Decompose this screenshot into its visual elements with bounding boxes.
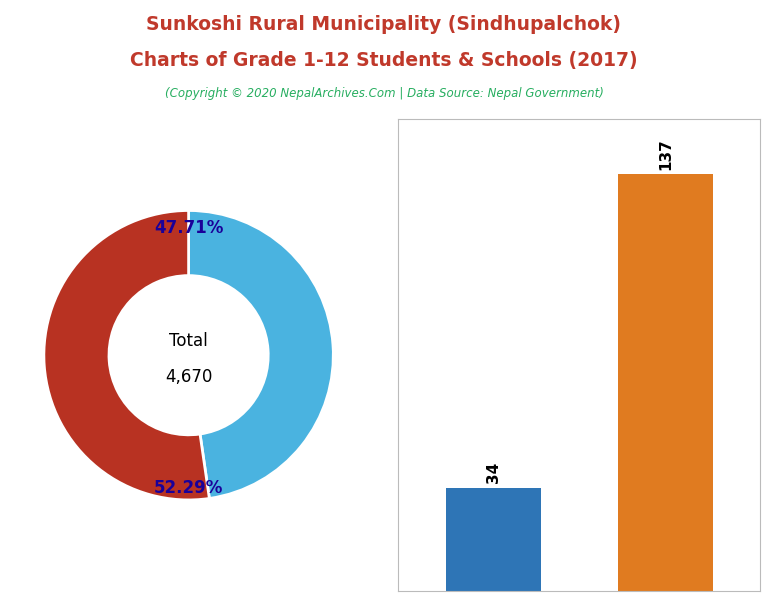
Text: 137: 137 (658, 138, 673, 170)
Text: 4,670: 4,670 (165, 368, 212, 386)
Text: Sunkoshi Rural Municipality (Sindhupalchok): Sunkoshi Rural Municipality (Sindhupalch… (147, 15, 621, 34)
Text: Total: Total (169, 332, 208, 350)
Text: 52.29%: 52.29% (154, 479, 223, 497)
Wedge shape (44, 211, 210, 500)
Bar (446, 488, 541, 591)
Text: (Copyright © 2020 NepalArchives.Com | Data Source: Nepal Government): (Copyright © 2020 NepalArchives.Com | Da… (164, 87, 604, 100)
Bar (618, 174, 713, 591)
Text: 34: 34 (485, 461, 501, 483)
Text: 47.71%: 47.71% (154, 219, 223, 237)
Text: Charts of Grade 1-12 Students & Schools (2017): Charts of Grade 1-12 Students & Schools … (131, 51, 637, 70)
Wedge shape (189, 211, 333, 498)
